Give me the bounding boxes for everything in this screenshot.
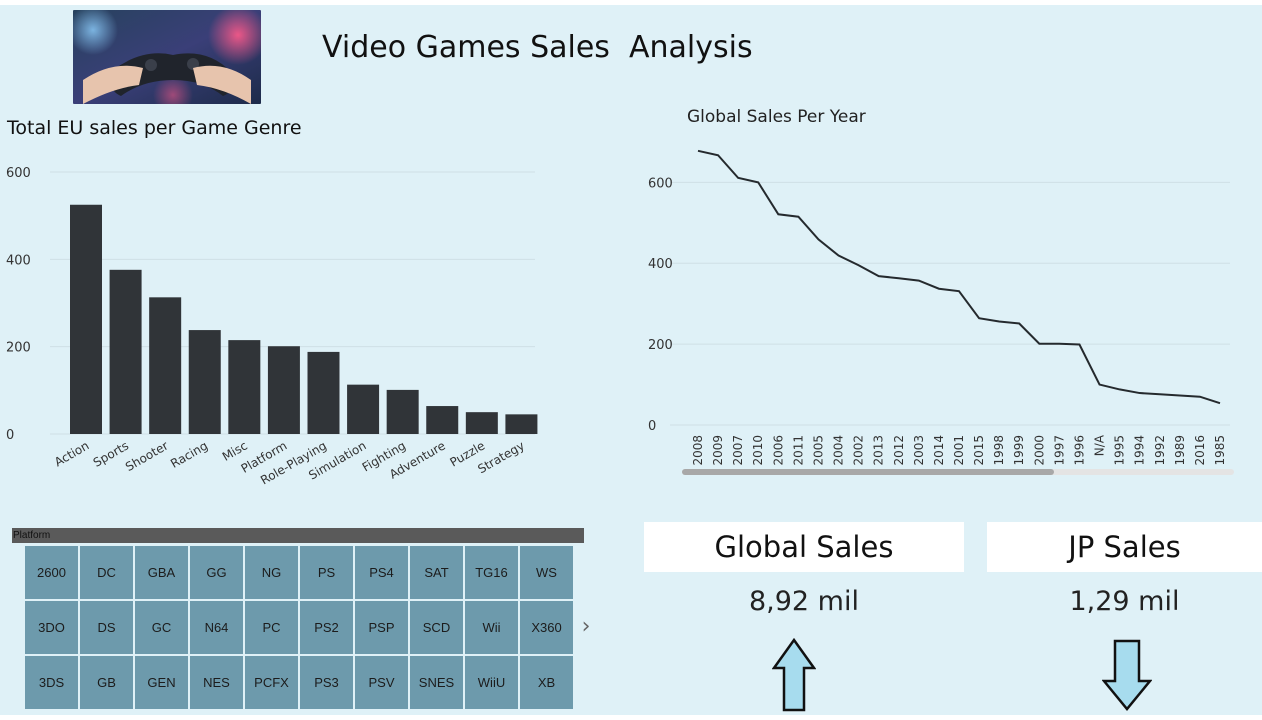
x-tick-label: 2000 [1032,435,1046,466]
bar [426,406,459,434]
y-tick-label: 400 [648,257,673,272]
x-tick-label: 1992 [1153,435,1167,466]
x-tick-label: 2014 [932,435,946,466]
x-tick-label: 2013 [872,435,886,466]
bar [109,269,142,434]
x-tick-label: 1995 [1113,435,1127,466]
x-tick-label: 2015 [972,435,986,466]
bar [347,384,380,434]
x-tick-label: 2004 [832,435,846,466]
platform-tile-gg[interactable]: GG [190,546,243,599]
x-tick-label: 1998 [992,435,1006,466]
bar [188,330,221,434]
platform-tile-wii[interactable]: Wii [465,601,518,654]
platform-tile-snes[interactable]: SNES [410,656,463,709]
x-tick-label: 1989 [1173,435,1187,466]
bar-chart-title: Total EU sales per Game Genre [7,117,302,139]
jp-sales-card-value: 1,29 mil [1069,586,1180,617]
platform-tile-3ds[interactable]: 3DS [25,656,78,709]
gamepad-hero-image [73,10,261,104]
y-tick-label: 0 [648,419,656,434]
x-tick-label: 2002 [852,435,866,466]
platform-tile-ws[interactable]: WS [520,546,573,599]
platform-tile-dc[interactable]: DC [80,546,133,599]
platform-tile-ps[interactable]: PS [300,546,353,599]
x-tick-label: 1996 [1072,435,1086,466]
platform-tile-sat[interactable]: SAT [410,546,463,599]
global-sales-card-label: Global Sales [644,522,964,572]
platform-tile-ds[interactable]: DS [80,601,133,654]
bar [465,412,498,434]
platform-tile-x360[interactable]: X360 [520,601,573,654]
x-tick-label: 1997 [1052,435,1066,466]
x-tick-label: 2006 [771,435,785,466]
x-tick-label: 2007 [731,435,745,466]
platform-tile-ng[interactable]: NG [245,546,298,599]
platform-tile-psv[interactable]: PSV [355,656,408,709]
x-tick-label: Racing [168,438,210,470]
x-tick-label: 2009 [711,435,725,466]
x-tick-label: 2001 [952,435,966,466]
global-sales-card-value: 8,92 mil [748,586,859,617]
bar [307,351,340,434]
platform-tile-gen[interactable]: GEN [135,656,188,709]
platform-tile-gb[interactable]: GB [80,656,133,709]
platform-tile-xb[interactable]: XB [520,656,573,709]
line-chart-title: Global Sales Per Year [687,107,866,127]
x-tick-label: Action [52,438,92,469]
scrollbar-thumb[interactable] [682,469,1054,475]
platform-tile-psp[interactable]: PSP [355,601,408,654]
platform-tile-2600[interactable]: 2600 [25,546,78,599]
platform-tile-gba[interactable]: GBA [135,546,188,599]
platform-slicer: 2600 DC GBA GG NG PS PS4 SAT TG16 WS 3DO DS GC N64 PC P… [25,546,575,710]
line-chart-scrollbar[interactable] [682,469,1234,475]
platform-tile-scd[interactable]: SCD [410,601,463,654]
page-title: Video Games Sales Analysis [322,30,753,65]
y-tick-label: 200 [648,338,673,353]
platform-tile-wiiu[interactable]: WiiU [465,656,518,709]
platform-tile-gc[interactable]: GC [135,601,188,654]
y-tick-label: 200 [6,341,31,356]
x-tick-label: Shooter [123,438,171,474]
platform-tile-nes[interactable]: NES [190,656,243,709]
chevron-right-icon[interactable]: › [581,614,591,639]
platform-tile-ps2[interactable]: PS2 [300,601,353,654]
x-tick-label: 2005 [811,435,825,466]
platform-tile-ps3[interactable]: PS3 [300,656,353,709]
bar [149,297,182,434]
platform-tile-tg16[interactable]: TG16 [465,546,518,599]
x-tick-label: N/A [1093,434,1107,456]
platform-tile-pcfx[interactable]: PCFX [245,656,298,709]
jp-sales-card-label: JP Sales [987,522,1262,572]
arrow-down-icon [1102,639,1152,711]
platform-slicer-header: Platform [12,528,584,543]
bar [505,414,538,434]
platform-tile-n64[interactable]: N64 [190,601,243,654]
y-tick-label: 0 [6,428,14,443]
x-tick-label: 2016 [1193,435,1207,466]
bar [228,340,261,434]
bar [267,346,300,434]
platform-tile-pc[interactable]: PC [245,601,298,654]
x-tick-label: 2012 [892,435,906,466]
arrow-up-icon [772,638,816,712]
global-sales-line-chart: 0 200 400 600 2008 2009 2007 2010 2006 2011 2005 20… [648,149,1230,466]
series-line [697,149,1221,405]
y-tick-label: 400 [6,253,31,268]
x-tick-label: 1985 [1213,435,1227,466]
platform-tile-3do[interactable]: 3DO [25,601,78,654]
platform-tile-ps4[interactable]: PS4 [355,546,408,599]
bar [70,204,102,434]
y-tick-label: 600 [648,176,673,191]
x-tick-label: 1994 [1133,435,1147,466]
x-tick-label: 2008 [691,435,705,466]
x-tick-label: 1999 [1012,435,1026,466]
x-tick-label: 2011 [791,435,805,466]
bar [386,389,419,434]
y-tick-label: 600 [6,166,31,181]
x-tick-label: 2010 [751,435,765,466]
x-tick-label: 2003 [912,435,926,466]
